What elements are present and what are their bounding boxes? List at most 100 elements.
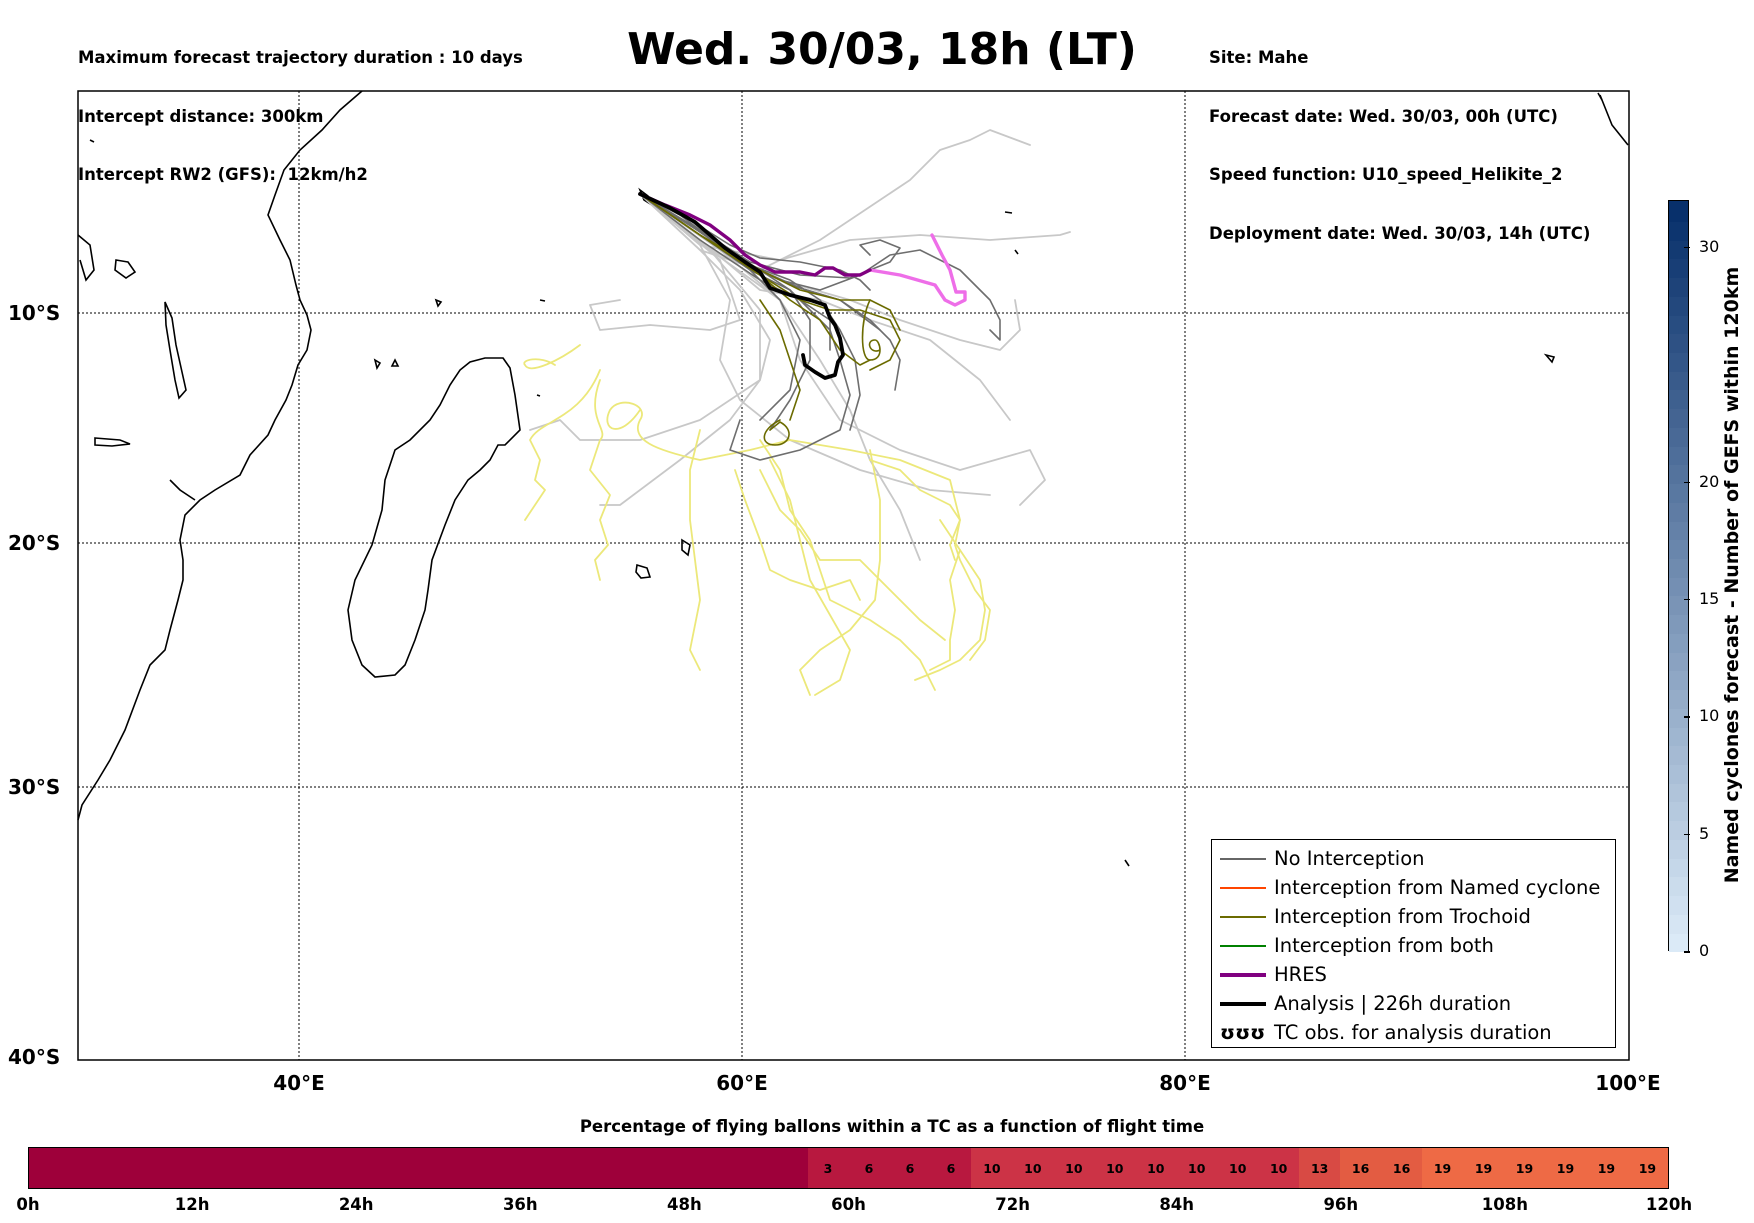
percentage-cell: 16 <box>1340 1148 1382 1188</box>
percentage-value: 19 <box>1474 1160 1493 1176</box>
percentage-value: 10 <box>983 1160 1001 1176</box>
legend-label: Interception from Named cyclone <box>1274 876 1601 899</box>
colorbar <box>1668 200 1689 953</box>
legend-item-hres: HRES <box>1212 960 1615 989</box>
colorbar-segment <box>1669 556 1688 578</box>
percentage-value: 10 <box>1106 1160 1124 1176</box>
percentage-bar-title: Percentage of flying ballons within a TC… <box>579 1117 1205 1136</box>
colorbar-segment <box>1669 275 1688 297</box>
header-line: Maximum forecast trajectory duration : 1… <box>78 48 523 67</box>
colorbar-segment <box>1669 687 1688 709</box>
header-line: Deployment date: Wed. 30/03, 14h (UTC) <box>1209 223 1591 243</box>
colorbar-segment <box>1669 425 1688 447</box>
no-interception-light-tracks <box>529 129 1071 561</box>
lon-label: 100°E <box>1595 1071 1661 1095</box>
header-info-right: Site: Mahe Forecast date: Wed. 30/03, 00… <box>1209 9 1590 263</box>
colorbar-tick-label: 30 <box>1699 236 1720 256</box>
percentage-tick-label: 108h <box>1481 1195 1528 1214</box>
percentage-cell: 10 <box>971 1148 1013 1188</box>
colorbar-segment <box>1669 818 1688 840</box>
colorbar-tick-label: 10 <box>1699 706 1720 726</box>
lon-label: 40°E <box>273 1071 325 1095</box>
colorbar-segment <box>1669 631 1688 653</box>
trochoid-interception-tracks <box>639 193 901 446</box>
legend-swatch <box>1220 916 1266 918</box>
header-info-left: Maximum forecast trajectory duration : 1… <box>78 9 523 204</box>
percentage-cell: 19 <box>1544 1148 1586 1188</box>
legend-item-no-interception: No Interception <box>1212 844 1615 873</box>
percentage-cell: 19 <box>1422 1148 1464 1188</box>
page-title: Wed. 30/03, 18h (LT) <box>627 24 1137 75</box>
percentage-value: 13 <box>1310 1160 1329 1176</box>
percentage-cell: 6 <box>848 1148 890 1188</box>
percentage-cell <box>29 1148 808 1188</box>
legend-label: Analysis | 226h duration <box>1274 992 1512 1015</box>
colorbar-tickmark <box>1684 833 1690 836</box>
percentage-tick-label: 48h <box>667 1195 702 1214</box>
colorbar-segment <box>1669 594 1688 616</box>
legend-item-trochoid: Interception from Trochoid <box>1212 902 1615 931</box>
legend-item-both: Interception from both <box>1212 931 1615 960</box>
percentage-tick-label: 84h <box>1159 1195 1195 1214</box>
colorbar-segment <box>1669 669 1688 691</box>
percentage-value: 10 <box>1188 1160 1206 1176</box>
colorbar-segment <box>1669 893 1688 915</box>
percentage-value: 10 <box>1269 1160 1288 1176</box>
percentage-cell: 6 <box>889 1148 931 1188</box>
colorbar-segment <box>1669 837 1688 859</box>
percentage-value: 10 <box>1024 1160 1042 1176</box>
percentage-tick-label: 72h <box>995 1195 1030 1214</box>
legend-swatch <box>1220 945 1266 947</box>
colorbar-segment <box>1669 875 1688 897</box>
colorbar-label: Named cyclones forecast - Number of GEFS… <box>1721 266 1743 884</box>
colorbar-tickmark <box>1684 598 1690 601</box>
percentage-cell: 13 <box>1299 1148 1341 1188</box>
percentage-value: 19 <box>1433 1160 1452 1176</box>
legend-label: Interception from Trochoid <box>1274 905 1531 928</box>
header-line: Forecast date: Wed. 30/03, 00h (UTC) <box>1209 106 1558 126</box>
ensemble-trajectories <box>523 129 1071 696</box>
colorbar-segment <box>1669 238 1688 260</box>
colorbar-segment <box>1669 538 1688 560</box>
colorbar-segment <box>1669 369 1688 391</box>
trochoid-light-tracks <box>523 344 991 696</box>
legend-label: TC obs. for analysis duration <box>1274 1021 1552 1044</box>
legend-swatch <box>1220 858 1266 860</box>
colorbar-tick-label: 15 <box>1699 588 1720 608</box>
legend-label: HRES <box>1274 963 1327 986</box>
colorbar-segment <box>1669 500 1688 522</box>
percentage-tick-label: 0h <box>16 1195 40 1214</box>
colorbar-tickmark <box>1684 481 1690 484</box>
legend-item-analysis: Analysis | 226h duration <box>1212 989 1615 1018</box>
colorbar-segment <box>1669 706 1688 728</box>
lat-label: 20°S <box>8 531 61 555</box>
percentage-cell: 19 <box>1463 1148 1504 1188</box>
percentage-tick-label: 96h <box>1323 1195 1359 1214</box>
colorbar-segment <box>1669 762 1688 784</box>
colorbar-segment <box>1669 650 1688 672</box>
percentage-tick-label: 36h <box>502 1195 538 1214</box>
percentage-value: 10 <box>1147 1160 1165 1176</box>
colorbar-segment <box>1669 931 1688 953</box>
no-interception-tracks <box>639 193 1001 461</box>
legend-swatch <box>1220 887 1266 889</box>
percentage-value: 19 <box>1515 1160 1534 1176</box>
percentage-cell: 10 <box>1176 1148 1218 1188</box>
header-line: Site: Mahe <box>1209 48 1309 67</box>
coastlines <box>77 90 1629 867</box>
percentage-value: 10 <box>1065 1160 1083 1176</box>
percentage-cell: 10 <box>1053 1148 1095 1188</box>
colorbar-segment <box>1669 406 1688 428</box>
percentage-cell: 10 <box>1135 1148 1177 1188</box>
colorbar-tickmark <box>1684 246 1690 249</box>
colorbar-segment <box>1669 313 1688 335</box>
colorbar-segment <box>1669 612 1688 634</box>
colorbar-segment <box>1669 444 1688 466</box>
percentage-tick-label: 120h <box>1645 1195 1693 1214</box>
colorbar-tick-label: 0 <box>1699 941 1710 960</box>
lon-label: 60°E <box>716 1071 768 1095</box>
percentage-value: 16 <box>1392 1160 1411 1176</box>
percentage-cell: 10 <box>1094 1148 1136 1188</box>
colorbar-segment <box>1669 388 1688 410</box>
